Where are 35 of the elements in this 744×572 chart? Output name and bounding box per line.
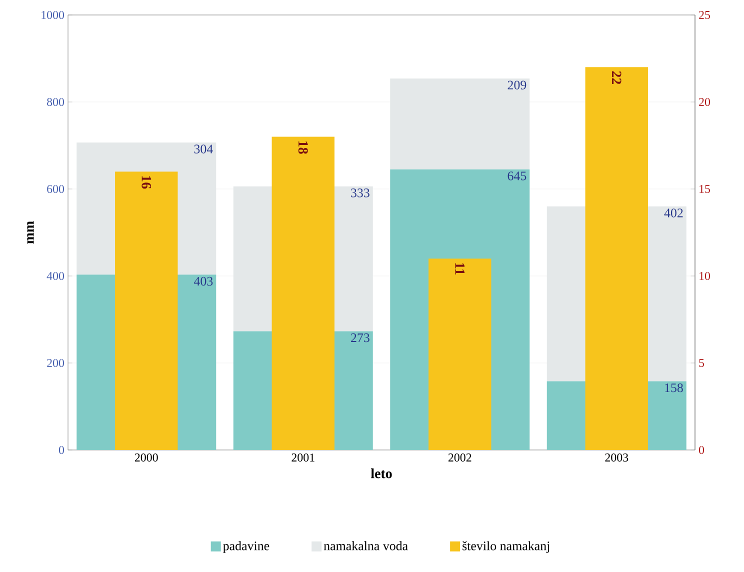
y-tick-label: 600: [47, 184, 64, 194]
bar: [428, 258, 492, 450]
y-axis-title: mm: [27, 221, 34, 244]
data-label: 333: [351, 188, 370, 198]
data-label: 273: [351, 333, 370, 342]
y2-tick-label: 20: [699, 98, 710, 106]
data-label: 209: [508, 80, 526, 90]
legend-label: padavine: [223, 541, 270, 553]
x-tick-label: 2002: [448, 454, 472, 462]
y2-tick-label: 15: [700, 184, 710, 193]
x-tick-label: 2003: [605, 454, 628, 462]
y2-tick-label: 25: [699, 10, 710, 19]
data-label: 304: [194, 144, 213, 154]
legend-label: število namakanj: [462, 541, 550, 553]
bar: [390, 78, 530, 170]
data-label: 11: [455, 263, 464, 275]
x-tick-label: 2001: [292, 454, 314, 462]
x-axis-title: leto: [370, 468, 392, 478]
legend-label: namakalna voda: [324, 541, 408, 550]
y-tick-label: 800: [47, 98, 64, 106]
data-label: 403: [194, 276, 213, 286]
data-label: 16: [142, 176, 152, 189]
y2-tick-label: 0: [698, 446, 704, 454]
y-tick-label: 400: [46, 272, 64, 280]
y-tick-label: 200: [47, 358, 64, 368]
y-tick-label: 0: [58, 446, 64, 454]
y2-tick-label: 10: [700, 272, 710, 280]
data-label: 645: [508, 172, 526, 180]
x-tick-label: 2000: [134, 454, 158, 462]
y2-tick-label: 5: [699, 359, 704, 367]
data-label: 402: [664, 208, 683, 218]
data-label: 22: [612, 71, 622, 84]
y-tick-label: 1000: [42, 10, 64, 20]
data-label: 158: [665, 383, 683, 392]
data-label: 18: [298, 141, 308, 154]
